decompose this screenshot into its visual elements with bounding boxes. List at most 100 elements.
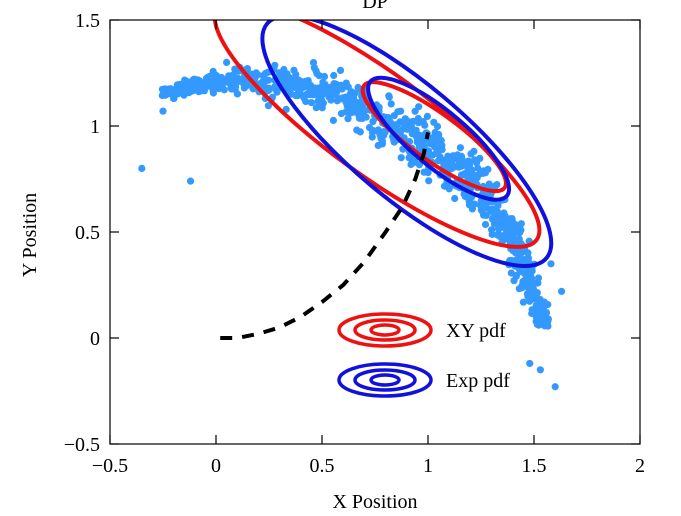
scatter-point <box>290 66 298 74</box>
scatter-point <box>419 142 427 150</box>
scatter-point <box>408 130 416 138</box>
scatter-point <box>457 152 466 160</box>
scatter-point <box>533 310 542 318</box>
scatter-point <box>476 154 484 162</box>
scatter-point <box>208 80 216 88</box>
scatter-point <box>385 92 393 100</box>
y-tick-label: −0.5 <box>64 434 100 456</box>
scatter-point <box>398 125 407 133</box>
scatter-point <box>333 83 341 91</box>
scatter-point <box>292 91 300 100</box>
scatter-point <box>528 309 536 318</box>
scatter-point <box>317 100 325 108</box>
legend-label: Exp pdf <box>446 370 510 392</box>
scatter-point <box>524 292 532 301</box>
scatter-point <box>531 279 539 287</box>
legend: XY pdf Exp pdf <box>337 312 510 398</box>
legend-swatch-mid <box>353 318 417 342</box>
scatter-point <box>315 72 323 80</box>
scatter-point <box>396 118 404 126</box>
scatter-point <box>336 66 345 74</box>
scatter-point <box>305 83 313 91</box>
scatter-point <box>461 170 469 178</box>
scatter-point <box>184 78 192 86</box>
scatter-point <box>159 107 167 115</box>
scatter-point <box>523 269 531 278</box>
scatter-point <box>542 309 551 317</box>
scatter-point <box>300 94 308 102</box>
pdf-contours <box>212 20 554 268</box>
scatter-point <box>440 160 448 168</box>
scatter-point <box>490 182 499 191</box>
y-tick-label: 0 <box>90 328 100 350</box>
chart-title: DP <box>362 0 388 13</box>
scatter-point <box>378 137 386 145</box>
y-tick-label: 1 <box>90 116 100 138</box>
scatter-point <box>280 78 288 86</box>
scatter-point <box>414 119 423 127</box>
scatter-point <box>233 90 241 98</box>
scatter-point <box>451 194 459 203</box>
scatter-point <box>358 114 366 122</box>
scatter-point <box>425 177 433 185</box>
x-tick-label: 2 <box>635 455 645 477</box>
scatter-point <box>191 75 199 83</box>
scatter-point <box>456 144 464 152</box>
scatter-point <box>507 269 515 277</box>
legend-swatch-inner <box>369 373 401 387</box>
scatter-point <box>421 121 429 129</box>
scatter-point <box>481 169 489 177</box>
dashed-path-line <box>220 132 430 340</box>
scatter-point <box>203 81 211 89</box>
scatter-point <box>202 74 211 82</box>
scatter-point <box>397 154 405 162</box>
x-tick-label: −0.5 <box>92 455 128 477</box>
scatter-point <box>265 86 273 94</box>
scatter-point <box>164 85 172 93</box>
scatter-point <box>413 138 421 146</box>
x-axis-label: X Position <box>332 491 417 513</box>
scatter-point <box>423 112 431 120</box>
contour-ellipse <box>260 20 554 268</box>
scatter-point <box>330 71 338 80</box>
scatter-point <box>401 115 409 123</box>
legend-swatch-mid <box>353 368 417 392</box>
scatter-point <box>511 220 519 228</box>
contour-ellipse <box>360 80 509 194</box>
scatter-point <box>390 112 398 120</box>
scatter-point <box>473 174 481 182</box>
scatter-point <box>357 107 365 115</box>
scatter-point <box>138 164 146 172</box>
scatter-point <box>433 132 441 140</box>
legend-swatch-outer <box>337 312 433 348</box>
scatter-point <box>298 81 306 89</box>
scatter-point <box>482 211 490 219</box>
scatter-point <box>457 161 465 169</box>
scatter-point <box>307 99 315 107</box>
legend-entry: XY pdf <box>337 312 506 348</box>
scatter-point <box>445 163 453 171</box>
scatter-point <box>342 93 350 101</box>
scatter-point <box>281 73 289 81</box>
scatter-point <box>195 85 203 93</box>
legend-entry: Exp pdf <box>337 362 510 398</box>
scatter-point <box>432 149 440 158</box>
scatter-point <box>494 201 502 209</box>
scatter-point <box>510 235 518 243</box>
scatter-point <box>519 298 528 306</box>
scatter-point <box>243 82 251 90</box>
scatter-point <box>260 75 268 84</box>
scatter-point <box>348 88 356 96</box>
scatter-point <box>234 74 242 82</box>
scatter-point <box>468 205 476 213</box>
scatter-point <box>492 209 500 217</box>
scatter-point <box>547 260 555 268</box>
scatter-point <box>465 197 473 205</box>
y-tick-label: 0.5 <box>75 222 100 244</box>
scatter-point <box>444 152 452 160</box>
scatter-point <box>500 233 508 241</box>
scatter-point <box>510 277 518 285</box>
scatter-point <box>540 303 548 311</box>
scatter-point <box>348 95 356 103</box>
scatter-point <box>504 226 512 234</box>
